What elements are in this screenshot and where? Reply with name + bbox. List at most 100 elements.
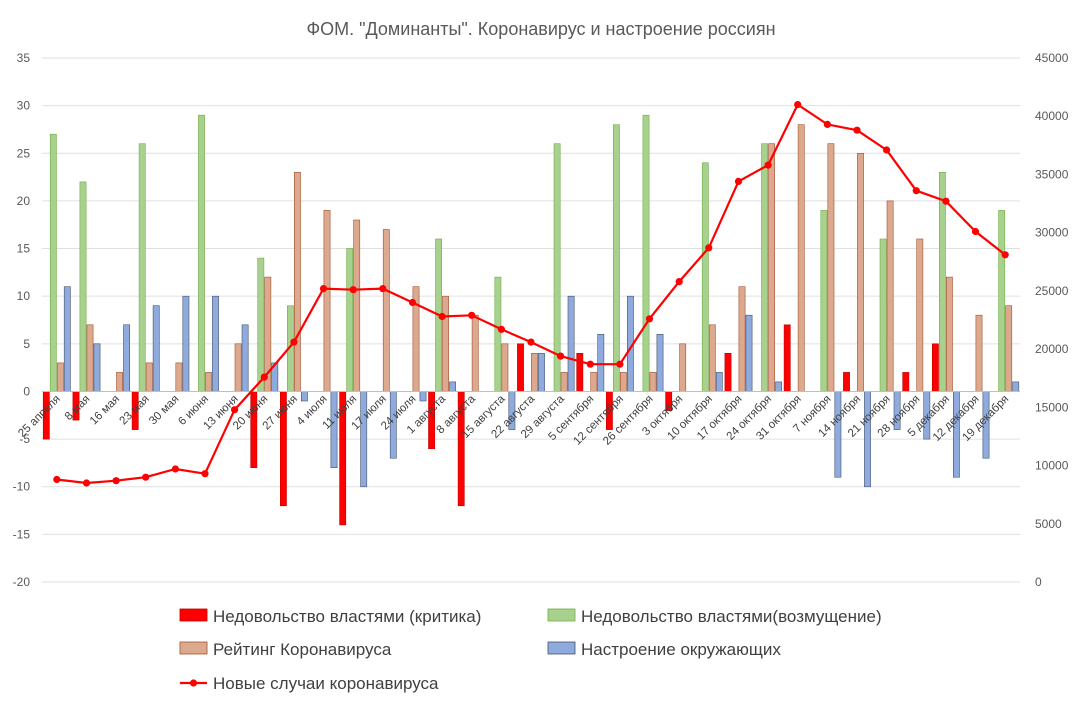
bar-1-7 xyxy=(257,257,265,392)
bar-2-6 xyxy=(234,343,242,392)
bar-2-4 xyxy=(175,362,183,392)
bar-2-10 xyxy=(353,219,361,392)
bar-1-24 xyxy=(761,143,768,392)
bar-1-30 xyxy=(938,172,946,392)
line-point-32 xyxy=(1001,251,1009,259)
bar-1-1 xyxy=(79,181,87,392)
bar-0-23 xyxy=(724,352,732,392)
y-left-tick-label: 20 xyxy=(17,194,31,208)
line-point-26 xyxy=(823,120,832,128)
bar-3-9 xyxy=(330,391,338,468)
bars xyxy=(42,114,1020,526)
bar-3-16 xyxy=(538,352,545,392)
line-point-9 xyxy=(319,285,328,293)
bar-2-0 xyxy=(56,362,64,392)
bar-2-17 xyxy=(560,372,568,392)
bar-1-28 xyxy=(879,238,887,392)
bar-1-32 xyxy=(998,210,1006,392)
line-point-22 xyxy=(705,244,713,252)
line-point-6 xyxy=(231,406,239,414)
bar-0-29 xyxy=(902,372,910,392)
bar-1-26 xyxy=(820,210,828,392)
line-point-30 xyxy=(942,197,950,205)
line-point-10 xyxy=(349,286,357,294)
bar-2-26 xyxy=(827,143,835,392)
bar-1-15 xyxy=(494,276,502,392)
line-point-2 xyxy=(112,477,120,485)
line-point-11 xyxy=(379,285,387,293)
line-point-24 xyxy=(764,161,772,169)
bar-3-23 xyxy=(745,314,753,392)
legend-label-4: Новые случаи коронавируса xyxy=(213,674,439,693)
bar-2-9 xyxy=(323,210,331,392)
bar-3-13 xyxy=(449,381,456,392)
bar-2-14 xyxy=(471,314,479,392)
bar-3-18 xyxy=(597,333,605,392)
bar-2-27 xyxy=(857,153,864,392)
y-right-tick-label: 15000 xyxy=(1035,400,1069,414)
bar-3-12 xyxy=(419,391,427,402)
bar-2-32 xyxy=(1005,305,1013,392)
line-point-8 xyxy=(290,338,298,346)
bar-0-16 xyxy=(517,343,524,392)
bar-1-20 xyxy=(642,114,650,392)
line-point-23 xyxy=(734,177,743,185)
line-series xyxy=(53,101,1009,487)
bar-2-1 xyxy=(86,324,94,392)
y-left-tick-label: 30 xyxy=(17,99,31,113)
line-point-29 xyxy=(912,187,920,195)
line-point-20 xyxy=(645,315,654,323)
line-point-17 xyxy=(557,352,565,360)
y-left-tick-label: 10 xyxy=(17,289,31,303)
y-right-tick-label: 10000 xyxy=(1035,459,1069,473)
bar-3-1 xyxy=(93,343,101,392)
bar-1-22 xyxy=(701,162,709,392)
line-point-7 xyxy=(260,373,268,381)
bar-0-18 xyxy=(576,352,584,392)
y-left-tick-label: -5 xyxy=(19,432,30,446)
y-left-tick-label: -20 xyxy=(13,575,31,589)
legend-label-3: Настроение окружающих xyxy=(581,640,781,659)
bar-1-5 xyxy=(198,114,205,392)
bar-3-26 xyxy=(834,391,842,478)
bar-3-3 xyxy=(152,305,160,392)
line-point-21 xyxy=(675,278,683,286)
y-left-tick-label: 0 xyxy=(23,384,30,398)
bar-0-25 xyxy=(783,324,791,392)
legend-swatch-3 xyxy=(547,641,576,655)
bar-3-20 xyxy=(656,333,664,392)
line-point-4 xyxy=(171,465,179,473)
y-right-tick-label: 30000 xyxy=(1035,226,1069,240)
y-right-tick-label: 35000 xyxy=(1035,167,1069,181)
bar-3-27 xyxy=(864,391,871,488)
legend-swatch-2 xyxy=(179,641,208,655)
y-right-tick-label: 20000 xyxy=(1035,342,1069,356)
y-right-tick-label: 0 xyxy=(1035,575,1042,589)
bar-2-8 xyxy=(293,172,301,392)
line-point-18 xyxy=(586,360,594,368)
line-point-25 xyxy=(794,101,802,109)
bar-2-5 xyxy=(205,372,212,392)
line-point-3 xyxy=(142,473,150,481)
bar-3-30 xyxy=(952,391,960,478)
bar-2-3 xyxy=(145,362,153,392)
bar-2-21 xyxy=(679,343,687,392)
line-point-27 xyxy=(853,126,861,134)
bar-3-24 xyxy=(775,381,782,392)
line-point-0 xyxy=(53,475,61,484)
line-point-28 xyxy=(883,146,891,154)
line-point-5 xyxy=(201,470,209,478)
bar-0-27 xyxy=(843,372,850,392)
bar-2-30 xyxy=(945,276,953,392)
bar-1-3 xyxy=(138,143,146,392)
bar-2-15 xyxy=(501,343,509,392)
x-tick-label: 16 мая xyxy=(88,393,122,427)
y-left-tick-label: 5 xyxy=(23,337,30,351)
line-point-19 xyxy=(616,360,624,368)
bar-1-10 xyxy=(346,248,354,392)
line-point-13 xyxy=(438,312,446,321)
bar-3-32 xyxy=(1012,381,1020,392)
y-left-tick-label: -10 xyxy=(13,480,31,494)
bar-3-0 xyxy=(63,286,71,392)
